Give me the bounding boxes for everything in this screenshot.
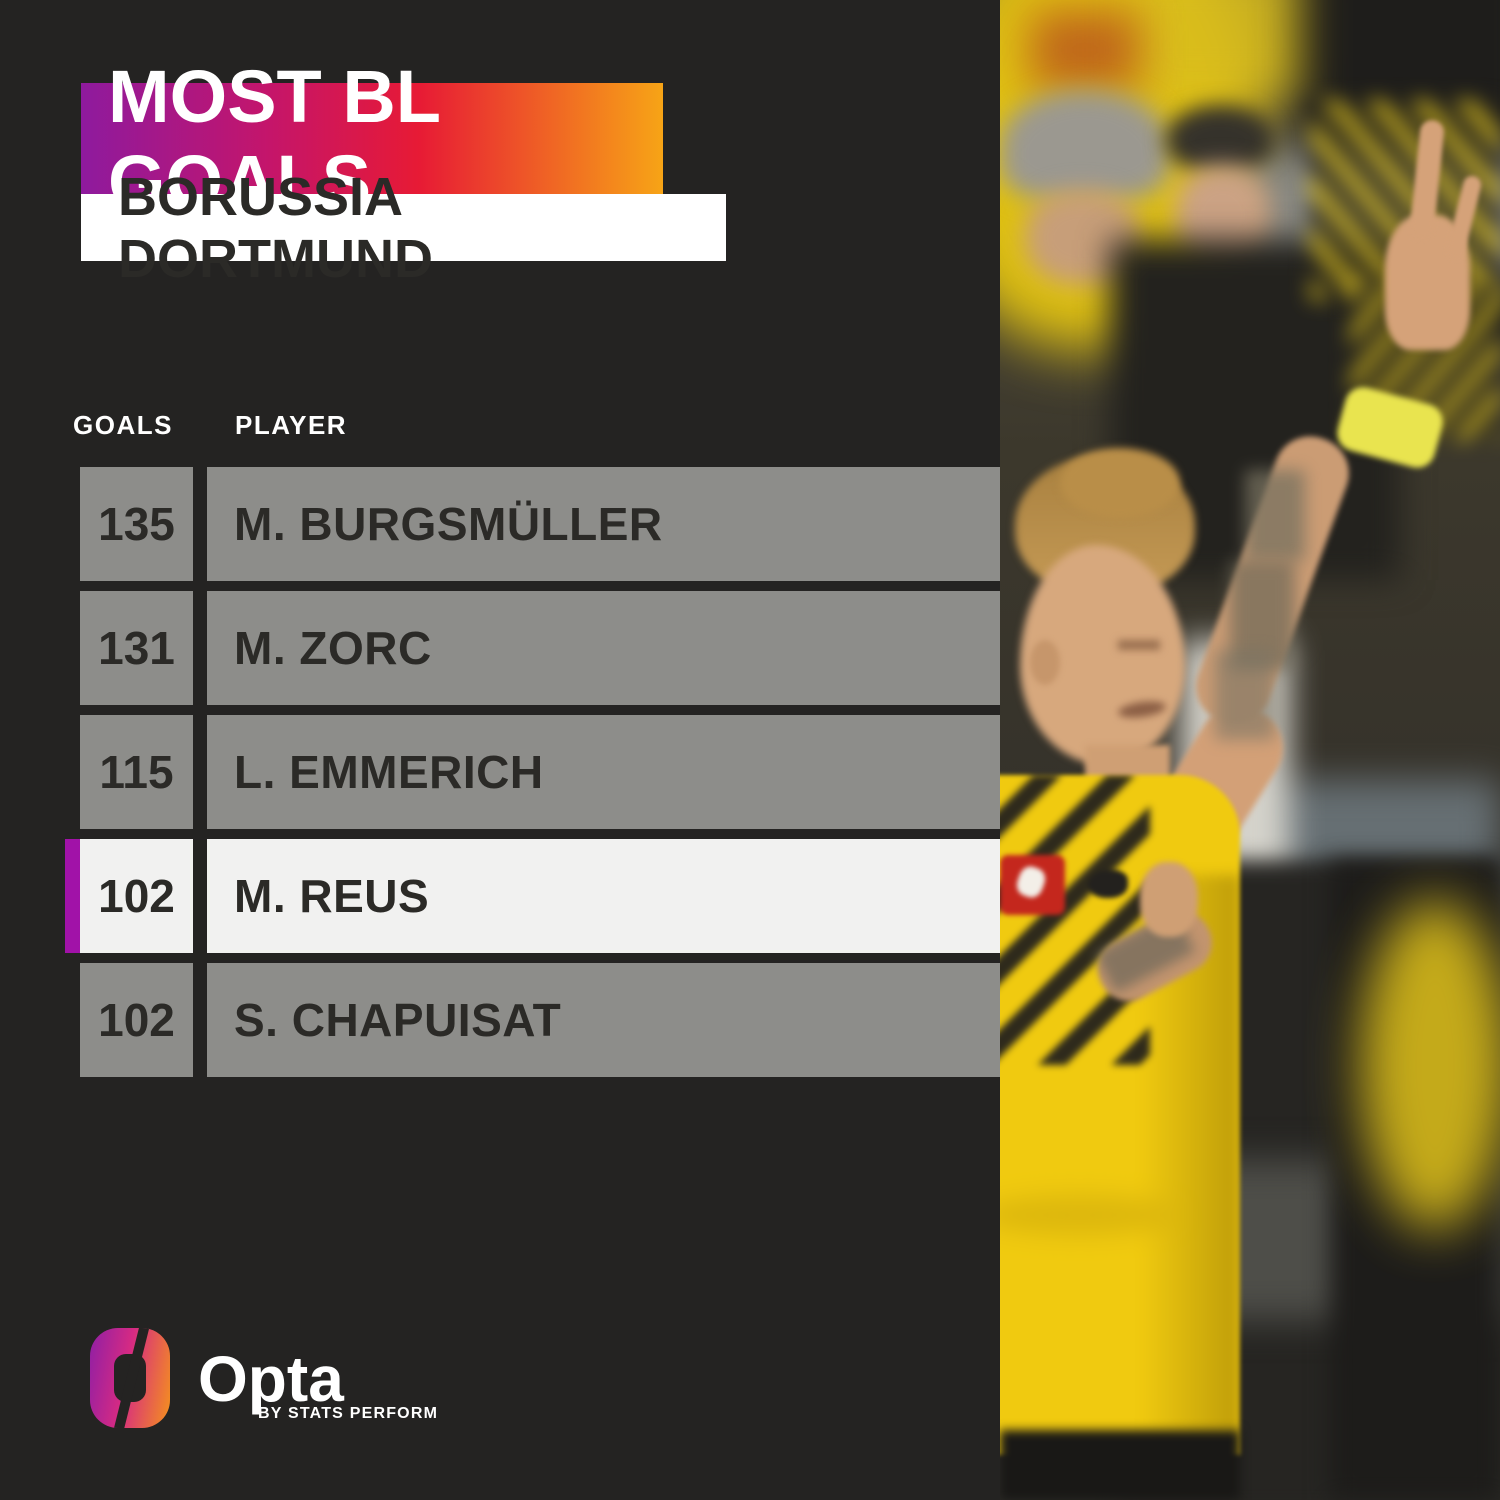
goals-cell: 115 [80, 715, 193, 829]
opta-logo-icon [90, 1328, 170, 1428]
player-photo [1000, 0, 1500, 1500]
arm-tattoo [1245, 470, 1305, 560]
player-cell: M. ZORC [207, 591, 1000, 705]
goals-cell: 131 [80, 591, 193, 705]
highlight-accent-bar [65, 839, 80, 953]
crowd-red-blob [1030, 10, 1140, 90]
brand-name: Opta [198, 1343, 344, 1415]
fan-hair [1165, 105, 1275, 175]
arm-tattoo [1215, 650, 1275, 740]
table-row: 102 S. CHAPUISAT [80, 963, 1000, 1077]
player-cell: L. EMMERICH [207, 715, 1000, 829]
player-cell: S. CHAPUISAT [207, 963, 1000, 1077]
column-header-goals: GOALS [73, 410, 173, 440]
black-shorts [1000, 1430, 1240, 1500]
bvb-jersey [1000, 775, 1240, 1455]
fan-cap [1000, 90, 1170, 200]
goals-cell: 102 [80, 839, 193, 953]
column-header-player: PLAYER [235, 410, 348, 440]
player-ear [1030, 640, 1060, 685]
table-row-highlighted: 102 M. REUS [65, 839, 1000, 953]
player-cell: M. BURGSMÜLLER [207, 467, 1000, 581]
jersey-wrinkle [1000, 1195, 1180, 1235]
title-banner: MOST BL GOALS [81, 55, 663, 223]
subtitle-strip: BORUSSIA DORTMUND [81, 167, 726, 289]
player-cell: M. REUS [207, 839, 1000, 953]
page-subtitle: BORUSSIA DORTMUND [118, 166, 433, 289]
hand-on-chest [1140, 862, 1198, 937]
player-brow [1118, 640, 1160, 650]
goals-cell: 135 [80, 467, 193, 581]
table-row: 131 M. ZORC [80, 591, 1000, 705]
table-row: 115 L. EMMERICH [80, 715, 1000, 829]
goals-cell: 102 [80, 963, 193, 1077]
brand-byline: BY STATS PERFORM [258, 1405, 439, 1422]
table-row: 135 M. BURGSMÜLLER [80, 467, 1000, 581]
player-hair-quiff [1060, 448, 1180, 518]
puma-logo [1088, 870, 1128, 898]
jersey-shoulder-stripes [1000, 775, 1150, 1065]
yellow-blur-blob [1360, 900, 1500, 1230]
